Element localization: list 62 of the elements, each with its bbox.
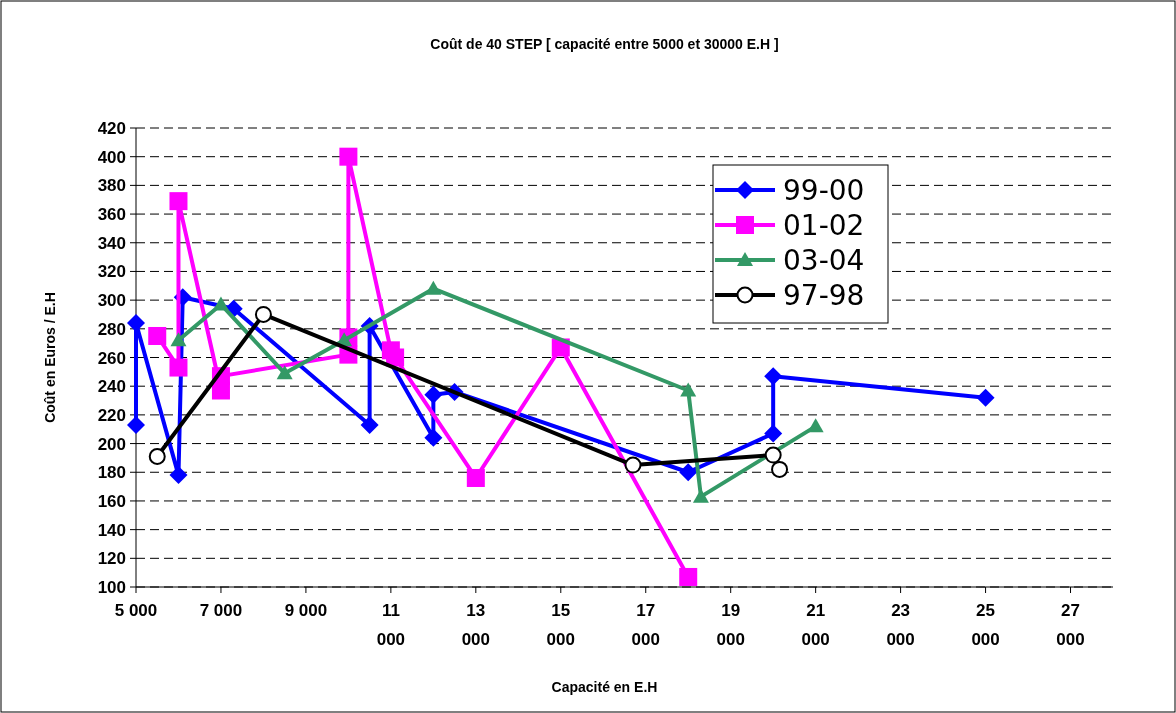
point [624,456,642,474]
y-tick-label: 420 [97,119,126,138]
x-tick-label: 9 000 [284,601,328,620]
y-tick-label: 280 [97,319,126,339]
point [169,192,188,211]
x-tick-label: 25 000 [971,601,1000,649]
point [148,447,166,465]
point [169,466,188,485]
point [148,326,167,345]
x-tick-label: 11 000 [376,601,406,649]
point [679,463,698,482]
y-tick-label: 140 [97,520,126,540]
y-tick-label: 320 [97,262,126,282]
x-tick-label: 19 000 [716,601,745,649]
x-tick-label: 27 000 [1056,601,1085,649]
y-tick-label: 160 [97,491,126,511]
chart-title: Coût de 40 STEP [ capacité entre 5000 et 30000 E.H ] [430,36,779,52]
y-tick-label: 120 [97,549,126,569]
y-tick-label: 400 [97,147,126,167]
point [764,446,782,464]
y-tick-label: 220 [97,405,126,425]
point [807,418,824,433]
point [679,567,698,586]
x-tick-label: 5 000 [114,601,158,620]
x-tick-label: 15 000 [546,601,575,649]
y-tick-label: 340 [97,233,126,253]
y-tick-label: 200 [97,434,126,454]
legend-label: 01-02 [783,209,865,242]
y-tick-label: 100 [97,578,126,597]
point [764,424,783,443]
point [680,382,697,397]
x-tick-label: 21 000 [801,601,830,649]
y-tick-label: 260 [97,348,126,368]
x-tick-label: 7 000 [199,601,243,620]
point [466,468,485,487]
x-axis-title: Capacité en E.H [551,679,658,695]
legend-label: 03-04 [783,244,865,277]
point [360,415,379,434]
point [771,460,789,478]
point [212,296,229,311]
legend-label: 97-98 [783,279,865,312]
point [424,428,443,447]
x-tick-label: 17 000 [631,601,660,649]
x-tick-label: 13 000 [461,601,491,649]
y-tick-label: 180 [97,463,126,483]
y-tick-label: 380 [97,176,126,196]
point [170,332,187,347]
legend-label: 99-00 [783,174,865,207]
y-tick-label: 300 [97,291,126,311]
point [276,365,293,380]
point [424,385,443,404]
point [169,358,188,377]
y-axis-title: Coût en Euros / E.H [42,292,58,423]
point [425,280,442,295]
y-tick-label: 240 [97,377,126,397]
point [764,367,783,386]
point [339,147,358,166]
x-tick-label: 23 000 [886,601,915,649]
y-tick-label: 360 [97,205,126,225]
point [254,305,272,323]
point [692,488,709,503]
point [976,388,995,407]
